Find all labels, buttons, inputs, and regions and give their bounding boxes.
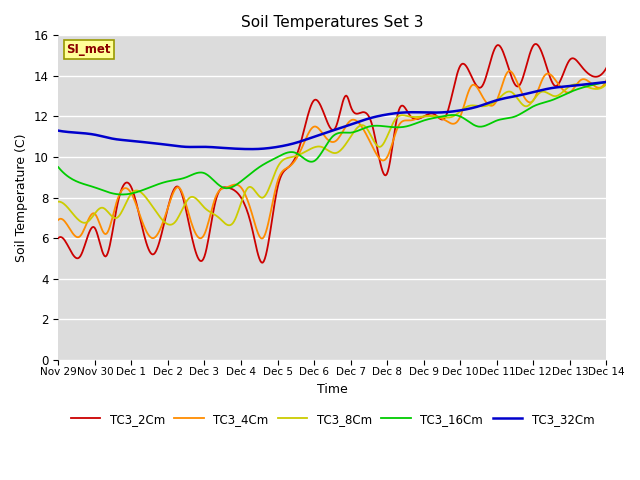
Legend: TC3_2Cm, TC3_4Cm, TC3_8Cm, TC3_16Cm, TC3_32Cm: TC3_2Cm, TC3_4Cm, TC3_8Cm, TC3_16Cm, TC3…	[66, 408, 599, 431]
Text: SI_met: SI_met	[67, 43, 111, 56]
X-axis label: Time: Time	[317, 383, 348, 396]
Y-axis label: Soil Temperature (C): Soil Temperature (C)	[15, 133, 28, 262]
Title: Soil Temperatures Set 3: Soil Temperatures Set 3	[241, 15, 424, 30]
